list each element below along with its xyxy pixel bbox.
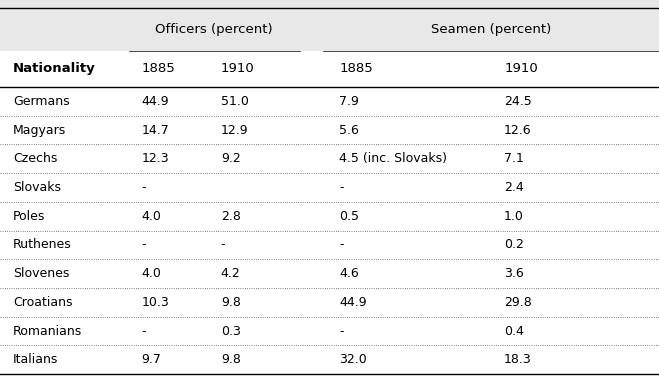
Text: 9.2: 9.2 [221,152,241,165]
Text: Seamen (percent): Seamen (percent) [431,23,551,36]
Text: 44.9: 44.9 [339,296,367,309]
Text: Poles: Poles [13,210,45,223]
Text: Croatians: Croatians [13,296,72,309]
Text: Magyars: Magyars [13,124,67,136]
Text: 0.2: 0.2 [504,239,524,251]
Text: 7.9: 7.9 [339,95,359,108]
Text: -: - [142,325,146,338]
Text: 0.5: 0.5 [339,210,359,223]
Text: -: - [339,325,344,338]
Text: 4.0: 4.0 [142,210,161,223]
Text: -: - [221,239,225,251]
Text: 12.6: 12.6 [504,124,532,136]
Text: Officers (percent): Officers (percent) [156,23,273,36]
Text: 24.5: 24.5 [504,95,532,108]
Text: -: - [339,181,344,194]
Text: -: - [142,239,146,251]
Text: Romanians: Romanians [13,325,82,338]
Text: 9.7: 9.7 [142,353,161,366]
Text: Slovenes: Slovenes [13,267,70,280]
Text: 10.3: 10.3 [142,296,169,309]
Text: 9.8: 9.8 [221,296,241,309]
Text: 4.6: 4.6 [339,267,359,280]
Text: 3.6: 3.6 [504,267,524,280]
Text: 7.1: 7.1 [504,152,524,165]
Text: Czechs: Czechs [13,152,57,165]
Text: Germans: Germans [13,95,70,108]
Text: 29.8: 29.8 [504,296,532,309]
Text: Italians: Italians [13,353,59,366]
Text: 2.4: 2.4 [504,181,524,194]
Text: -: - [142,181,146,194]
Text: 9.8: 9.8 [221,353,241,366]
Text: 4.0: 4.0 [142,267,161,280]
Text: Nationality: Nationality [13,62,96,76]
Text: 44.9: 44.9 [142,95,169,108]
Text: 14.7: 14.7 [142,124,169,136]
Text: 0.4: 0.4 [504,325,524,338]
Text: 4.2: 4.2 [221,267,241,280]
Text: 51.0: 51.0 [221,95,248,108]
Text: 1885: 1885 [142,62,175,76]
Text: 1885: 1885 [339,62,373,76]
Text: 1910: 1910 [221,62,254,76]
Bar [0,0,659,51]
Text: 1910: 1910 [504,62,538,76]
Text: 0.3: 0.3 [221,325,241,338]
Text: Slovaks: Slovaks [13,181,61,194]
Text: Ruthenes: Ruthenes [13,239,72,251]
Text: 18.3: 18.3 [504,353,532,366]
Text: 1.0: 1.0 [504,210,524,223]
Text: 12.9: 12.9 [221,124,248,136]
Text: 2.8: 2.8 [221,210,241,223]
Text: -: - [339,239,344,251]
Text: 12.3: 12.3 [142,152,169,165]
Text: 5.6: 5.6 [339,124,359,136]
Text: 32.0: 32.0 [339,353,367,366]
Text: 4.5 (inc. Slovaks): 4.5 (inc. Slovaks) [339,152,447,165]
